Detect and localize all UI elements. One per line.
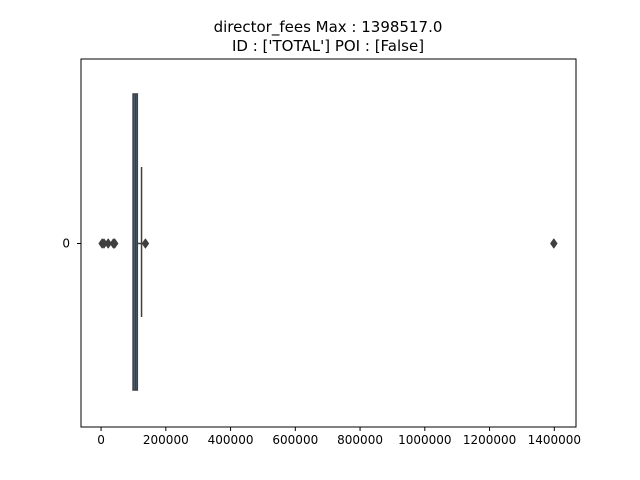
x-tick-label-6: 1200000	[463, 433, 516, 447]
x-tick-label-7: 1400000	[528, 433, 581, 447]
chart-title: director_fees Max : 1398517.0	[214, 18, 443, 37]
x-tick-label-2: 400000	[208, 433, 254, 447]
outlier-point-4	[110, 238, 119, 249]
outlier-point-6	[550, 238, 558, 249]
x-tick-label-1: 200000	[143, 433, 189, 447]
x-tick-label-3: 600000	[272, 433, 318, 447]
x-tick-label-5: 1000000	[398, 433, 451, 447]
plot-frame	[80, 58, 577, 428]
x-tick-label-0: 0	[97, 433, 105, 447]
y-tick-label-0: 0	[62, 237, 70, 251]
x-tick-label-4: 800000	[337, 433, 383, 447]
outlier-point-2	[104, 238, 112, 249]
plot-area: 0 200000 400000 600000 800000 1000000 1200000 1…	[62, 58, 581, 447]
outlier-point-5	[141, 238, 150, 249]
chart-subtitle: ID : ['TOTAL'] POI : [False]	[232, 37, 424, 55]
